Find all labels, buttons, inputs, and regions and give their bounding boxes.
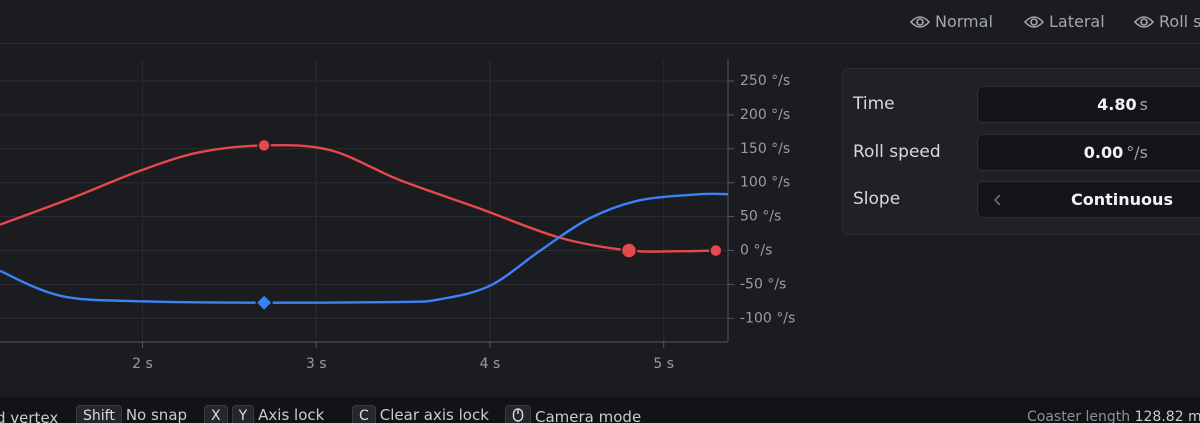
curve: [0, 192, 729, 304]
x-tick-label: 5 s: [653, 356, 674, 372]
status-bar: d vertex Shift No snap X Y Axis lock C Clear…: [0, 397, 1200, 423]
field-value: Continuous: [1071, 190, 1173, 209]
y-tick-label: -50 °/s: [740, 276, 786, 292]
slope-select[interactable]: Continuous: [977, 181, 1200, 218]
x-tick-label: 2 s: [132, 356, 153, 372]
keyframe: [257, 138, 271, 153]
length-value: 128.82 m: [1134, 409, 1200, 423]
eye-icon: [1134, 15, 1154, 28]
field-label: Slope: [853, 189, 901, 209]
tab-label: Lateral: [1049, 12, 1105, 31]
unit-text: s: [1139, 95, 1148, 114]
tab[interactable]: Roll s: [1134, 12, 1200, 31]
keycap: C: [352, 405, 376, 423]
unit-text: °/s: [1126, 143, 1148, 162]
y-tick-label: 0 °/s: [740, 242, 772, 258]
keyframe: [620, 242, 638, 259]
x-tick-label: 4 s: [480, 356, 501, 372]
field-label: Time: [853, 94, 895, 114]
length-label: Coaster length: [1027, 409, 1131, 423]
y-tick-label: 200 °/s: [740, 107, 790, 123]
hint-text: No snap: [125, 406, 188, 423]
hint: C Clear axis lock: [352, 405, 489, 423]
chart: 250 °/s 200 °/s 150 °/s 100 °/s 50 °/s 0 °/s -…: [0, 60, 795, 372]
keycap: Shift: [76, 405, 122, 423]
length-info: Coaster length 128.82 m: [1027, 409, 1200, 423]
tab[interactable]: Lateral: [1024, 12, 1105, 31]
hint-text: Camera mode: [535, 408, 642, 423]
y-tick-label: 250 °/s: [740, 73, 790, 89]
mouse-icon: [512, 408, 524, 422]
y-tick-label: 50 °/s: [740, 209, 781, 225]
chevron-left[interactable]: [993, 193, 1003, 207]
keycap: X: [204, 405, 228, 423]
hint: Shift No snap: [76, 405, 187, 423]
field-value: 0.00 °/s: [1084, 143, 1148, 162]
value-text: 4.80: [1097, 95, 1137, 114]
keycap: Y: [231, 405, 255, 423]
properties-panel: Time 4.80 s Roll speed 0.00 °/s Slope Cont…: [842, 68, 1200, 235]
tab[interactable]: Normal: [910, 12, 993, 31]
value-text: 0.00: [1083, 143, 1124, 162]
hint: X Y Axis lock: [204, 405, 324, 423]
mouse-keycap: [505, 405, 531, 423]
roll-speed-input[interactable]: 0.00 °/s: [977, 134, 1200, 171]
y-tick-label: 150 °/s: [740, 141, 790, 157]
field-value: 4.80 s: [1097, 95, 1148, 114]
keyframe: [255, 293, 274, 312]
y-tick-label: -100 °/s: [740, 310, 795, 326]
eye-icon: [910, 15, 930, 28]
x-tick-label: 3 s: [306, 356, 327, 372]
eye-icon: [1024, 15, 1044, 28]
tab-label: Roll s: [1159, 12, 1200, 31]
tab-label: Normal: [935, 12, 993, 31]
curve: [0, 144, 716, 253]
time-input[interactable]: 4.80 s: [977, 86, 1200, 123]
hint-text: Clear axis lock: [379, 406, 489, 423]
toolbar: Normal Lateral Roll s: [0, 0, 1200, 44]
y-tick-label: 100 °/s: [740, 175, 790, 191]
field-label: Roll speed: [853, 142, 941, 162]
keyframe: [709, 243, 723, 258]
hint-text: Axis lock: [258, 406, 325, 423]
hint: Camera mode: [505, 405, 641, 423]
hint-text: d vertex: [0, 409, 59, 423]
